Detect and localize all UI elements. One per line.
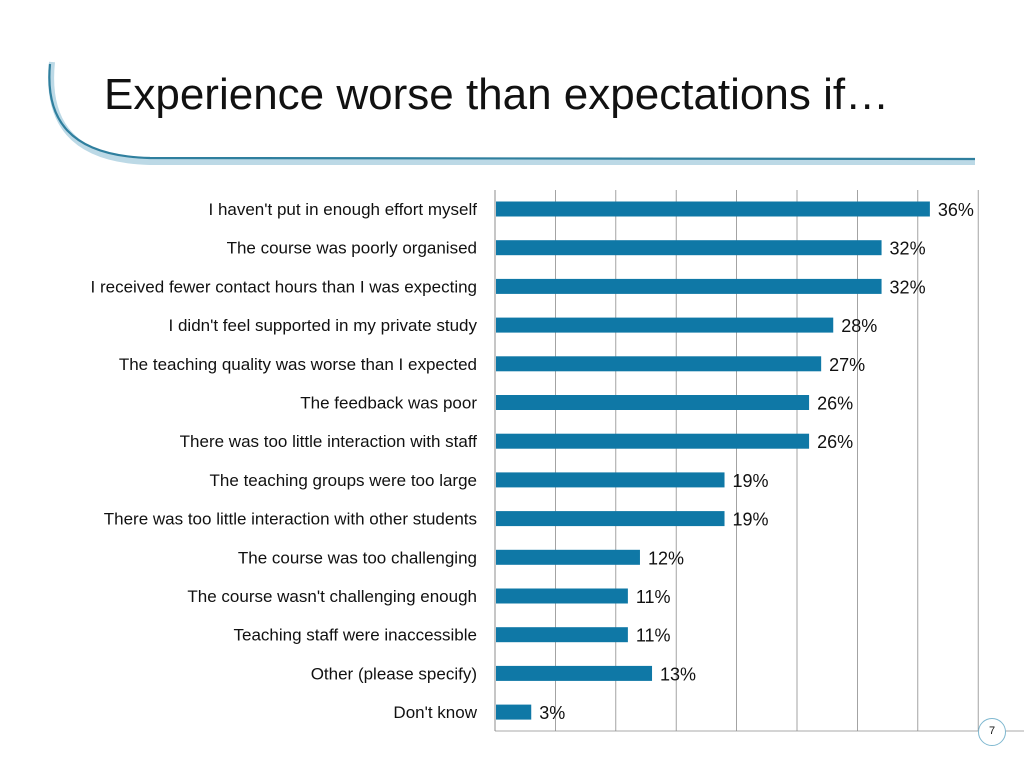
category-label: There was too little interaction with ot… — [104, 510, 477, 529]
bar — [496, 549, 640, 565]
bar — [496, 395, 810, 410]
category-label: Don't know — [393, 703, 477, 722]
category-label: I haven't put in enough effort myself — [209, 200, 478, 219]
bar — [496, 433, 810, 449]
data-label: 11% — [636, 626, 671, 646]
title-swoosh-decoration — [48, 61, 976, 165]
data-label: 26% — [817, 432, 853, 452]
category-label: I received fewer contact hours than I wa… — [91, 277, 477, 296]
data-label: 19% — [733, 510, 769, 530]
bar — [496, 704, 532, 720]
data-label: 26% — [817, 394, 853, 414]
bars — [496, 201, 930, 720]
bar — [496, 278, 882, 294]
bar — [496, 588, 628, 604]
data-label: 27% — [829, 355, 865, 375]
data-label: 13% — [660, 664, 696, 684]
swoosh-dark-stroke — [48, 63, 976, 161]
category-label: I didn't feel supported in my private st… — [169, 316, 478, 335]
bar — [496, 472, 725, 488]
page-number: 7 — [988, 725, 996, 737]
category-label: The course was too challenging — [238, 548, 477, 567]
data-label: 32% — [890, 277, 926, 297]
bar — [496, 511, 725, 527]
category-label: The teaching quality was worse than I ex… — [119, 355, 477, 374]
data-label: 19% — [733, 471, 769, 491]
category-labels: I haven't put in enough effort myself The… — [91, 200, 478, 722]
category-label: Other (please specify) — [311, 664, 477, 683]
category-label: Teaching staff were inaccessible — [234, 626, 478, 645]
bar — [496, 240, 882, 256]
data-label: 36% — [938, 200, 974, 220]
bar — [496, 317, 834, 333]
category-label: The feedback was poor — [300, 394, 477, 413]
data-label: 11% — [636, 587, 671, 607]
data-label: 28% — [841, 316, 877, 336]
gridlines — [494, 190, 1024, 732]
bar — [496, 201, 930, 217]
data-label: 12% — [648, 548, 684, 568]
data-label: 3% — [539, 703, 565, 723]
category-label: The course wasn't challenging enough — [187, 587, 477, 606]
bar — [496, 356, 822, 372]
value-labels: 36% 32% 32% 28% 27% 26% 26% 19% 19% 12% 11% 11% 13% 3… — [539, 200, 974, 723]
data-label: 32% — [890, 239, 926, 259]
bar — [496, 627, 628, 643]
slide-title: Experience worse than expectations if… — [104, 70, 890, 119]
page-number-badge: 7 — [978, 718, 1006, 746]
category-label: The teaching groups were too large — [210, 471, 477, 490]
category-label: There was too little interaction with st… — [180, 432, 478, 451]
category-label: The course was poorly organised — [227, 239, 477, 258]
bar — [496, 665, 653, 681]
